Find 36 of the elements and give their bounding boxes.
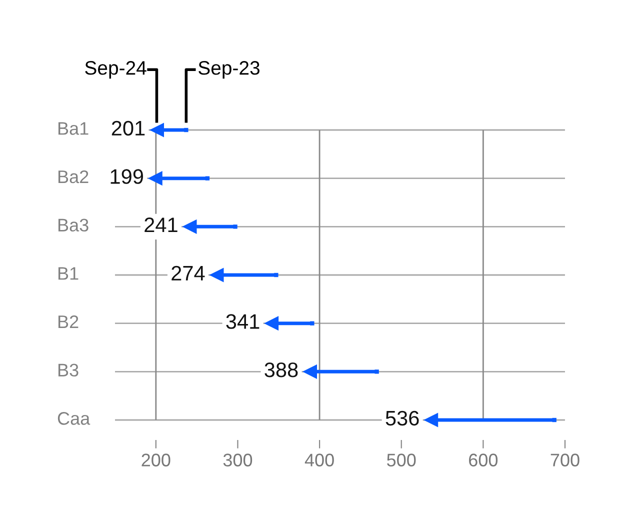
point (374, 370, 379, 374)
point (274, 272, 278, 278)
point (205, 176, 210, 180)
point (552, 418, 556, 422)
point (209, 268, 224, 282)
data-label: 199 (110, 169, 143, 184)
data-label: 241 (144, 218, 178, 232)
y-tick-label: B2 (58, 315, 78, 328)
x-tick-label: 400 (304, 454, 334, 466)
point (149, 122, 164, 138)
x-tick-label: 700 (550, 454, 580, 466)
data-label: 274 (172, 266, 205, 280)
data-label: 201 (112, 120, 145, 136)
text: Sep-23 (198, 61, 260, 79)
x-tick-label: 300 (223, 454, 252, 466)
y-tick-label: B3 (58, 364, 78, 377)
y-tick-label: Ba3 (58, 218, 88, 232)
y-tick-label: Ba2 (58, 170, 88, 184)
x-tick-label: 500 (387, 454, 416, 466)
point (184, 128, 188, 132)
point (182, 219, 197, 234)
data-label: 341 (226, 314, 260, 329)
x-tick-label: 200 (142, 454, 170, 466)
point (264, 316, 279, 331)
point (302, 364, 318, 379)
y-tick-label: B1 (58, 267, 78, 280)
point (148, 171, 162, 186)
point (233, 224, 238, 229)
point (424, 412, 438, 428)
text: Sep-24 (85, 61, 146, 79)
point (310, 321, 314, 326)
y-tick-label: Caa (58, 412, 90, 425)
data-label: 536 (386, 410, 419, 426)
data-label: 388 (264, 362, 298, 378)
y-tick-label: Ba1 (58, 122, 88, 135)
x-tick-label: 600 (469, 454, 498, 466)
